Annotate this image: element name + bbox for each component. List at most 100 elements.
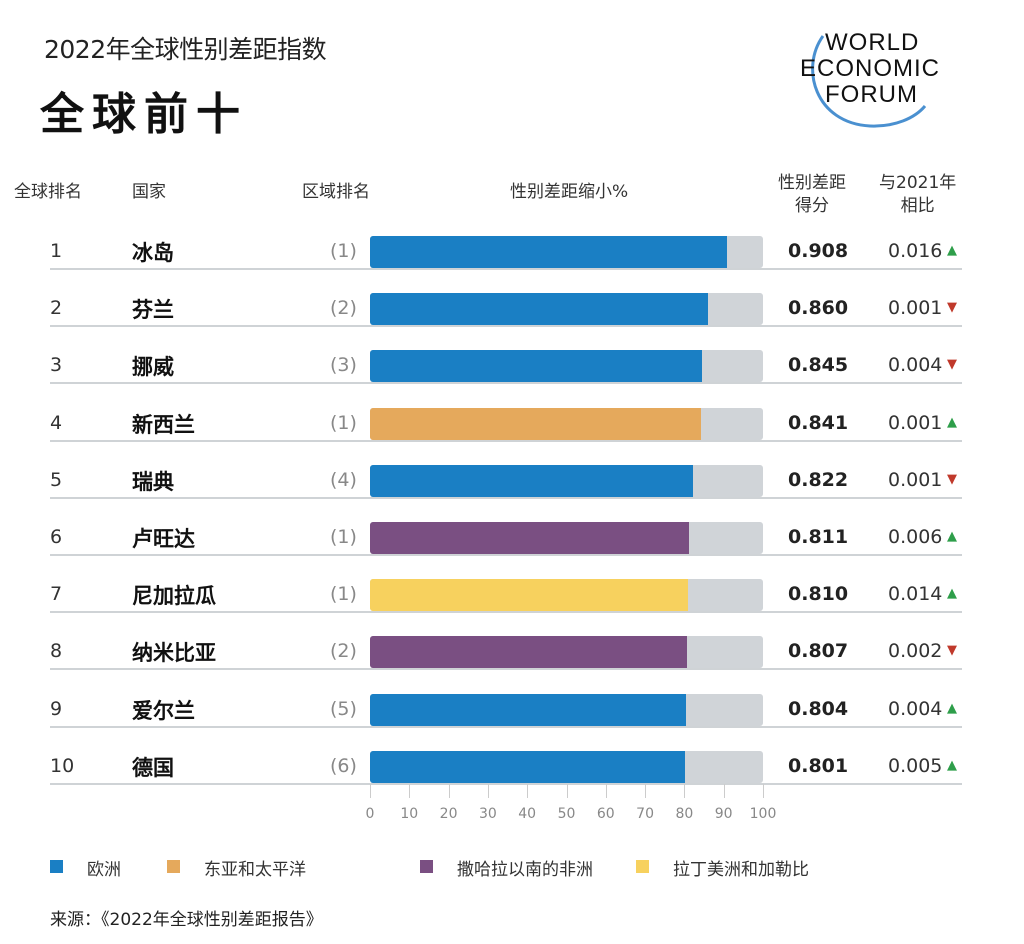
x-tick-label: 20	[439, 806, 458, 822]
rank-label: 10	[50, 754, 75, 777]
country-label: 德国	[132, 755, 174, 780]
country-label: 尼加拉瓜	[132, 584, 216, 609]
wef-logo: WORLD ECONOMIC FORUM	[800, 29, 940, 128]
score-label: 0.810	[788, 583, 849, 606]
row-divider	[50, 496, 962, 499]
x-tick-label: 10	[400, 806, 419, 822]
x-tick	[684, 784, 686, 798]
triangle-up-icon: ▲	[947, 757, 957, 773]
x-tick	[566, 784, 568, 798]
row-divider	[50, 725, 962, 728]
row-divider	[50, 668, 962, 671]
header-country: 国家	[132, 182, 166, 202]
x-tick	[448, 784, 450, 798]
country-label: 卢旺达	[132, 527, 195, 551]
x-tick	[763, 784, 764, 798]
x-tick-label: 80	[675, 806, 694, 822]
row-divider	[50, 554, 962, 556]
triangle-up-icon: ▲	[947, 414, 957, 430]
legend-swatch	[420, 860, 433, 873]
score-label: 0.807	[788, 640, 849, 663]
score-label: 0.908	[788, 240, 849, 262]
rank-label: 5	[50, 468, 63, 491]
triangle-down-icon: ▼	[947, 643, 957, 659]
row-divider	[50, 268, 962, 270]
triangle-down-icon: ▼	[947, 471, 957, 487]
region-rank-label: (4)	[330, 468, 357, 491]
row-divider	[50, 611, 962, 614]
region-rank-label: (2)	[330, 640, 357, 663]
country-label: 纳米比亚	[132, 641, 216, 666]
region-rank-label: (6)	[330, 754, 357, 777]
change-label: 0.004	[888, 697, 943, 720]
x-tick	[605, 784, 607, 798]
x-tick	[409, 784, 411, 798]
score-label: 0.801	[788, 754, 849, 777]
score-label: 0.841	[788, 411, 849, 434]
country-label: 冰岛	[132, 241, 174, 265]
header-score-line2: 得分	[795, 196, 829, 216]
bar-8	[370, 636, 688, 669]
header-bar: 性别差距缩小%	[510, 182, 629, 202]
row-divider	[50, 782, 962, 785]
legend-label: 东亚和太平洋	[204, 860, 306, 880]
x-tick	[527, 784, 529, 798]
legend-label: 拉丁美洲和加勒比	[673, 860, 809, 880]
country-label: 爱尔兰	[132, 698, 195, 723]
change-label: 0.014	[888, 583, 943, 606]
score-label: 0.845	[788, 354, 849, 377]
rank-label: 9	[50, 697, 63, 720]
x-tick-label: 90	[714, 806, 733, 822]
svg-text:FORUM: FORUM	[825, 81, 918, 108]
bar-9	[370, 693, 686, 726]
svg-text:ECONOMIC: ECONOMIC	[800, 55, 940, 82]
change-label: 0.004	[888, 354, 943, 377]
rank-label: 2	[50, 297, 63, 320]
score-label: 0.804	[788, 697, 849, 720]
legend-swatch	[50, 860, 63, 873]
x-tick-label: 70	[636, 806, 655, 822]
bar-3	[370, 350, 703, 383]
change-label: 0.005	[888, 754, 943, 777]
score-label: 0.811	[788, 526, 849, 548]
x-tick	[645, 784, 647, 798]
change-label: 0.016	[888, 240, 943, 262]
x-tick-label: 60	[596, 806, 615, 822]
header-rank: 全球排名	[14, 182, 82, 202]
change-label: 0.001	[888, 411, 943, 434]
change-label: 0.006	[888, 526, 943, 548]
triangle-down-icon: ▼	[947, 357, 957, 373]
country-label: 芬兰	[132, 298, 174, 323]
triangle-up-icon: ▲	[947, 529, 957, 544]
x-tick-label: 50	[557, 806, 576, 822]
bar-10	[370, 750, 685, 783]
legend-swatch	[167, 860, 180, 873]
header-change: 与2021年 相比	[879, 172, 956, 218]
region-rank-label: (5)	[330, 697, 357, 720]
region-rank-label: (1)	[330, 240, 357, 262]
region-rank-label: (2)	[330, 297, 357, 320]
bar-7	[370, 579, 689, 612]
header-score-line1: 性别差距	[778, 173, 846, 193]
triangle-up-icon: ▲	[947, 243, 957, 258]
header-region-rank: 区域排名	[302, 182, 370, 202]
triangle-up-icon: ▲	[947, 700, 957, 716]
rank-label: 4	[50, 411, 63, 434]
legend-swatch	[636, 860, 649, 873]
bar-6	[370, 522, 689, 554]
score-label: 0.822	[788, 468, 849, 491]
header-change-line2: 相比	[900, 196, 935, 216]
bar-2	[370, 293, 708, 326]
chart-title: 全球前十	[40, 89, 248, 140]
region-rank-label: (3)	[330, 354, 357, 377]
x-tick	[370, 784, 371, 798]
region-rank-label: (1)	[330, 526, 357, 548]
triangle-down-icon: ▼	[947, 300, 957, 316]
x-tick-label: 40	[518, 806, 537, 822]
region-rank-label: (1)	[330, 583, 357, 606]
country-label: 新西兰	[132, 412, 195, 437]
svg-text:WORLD: WORLD	[825, 29, 919, 56]
legend-label: 撒哈拉以南的非洲	[457, 860, 593, 880]
score-label: 0.860	[788, 297, 849, 320]
